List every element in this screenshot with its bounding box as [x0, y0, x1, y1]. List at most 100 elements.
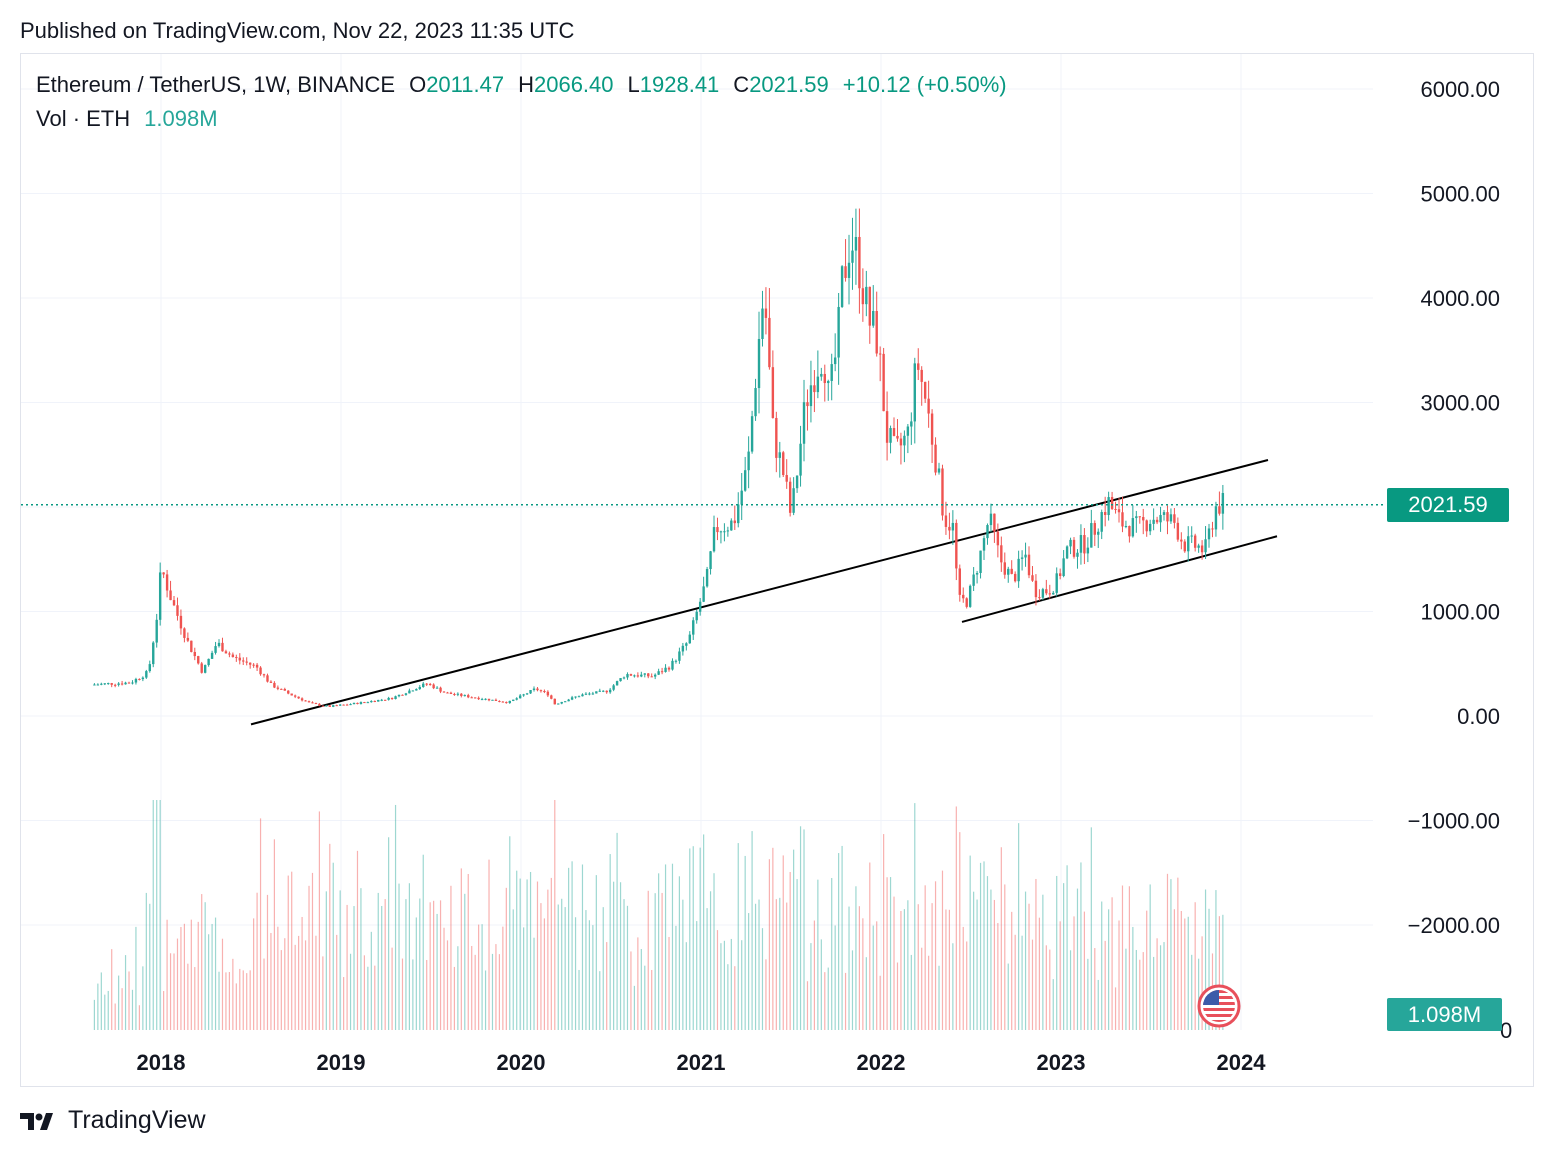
- volume-bar: [668, 936, 670, 1030]
- volume-bar: [647, 890, 649, 1030]
- volume-bar: [301, 916, 303, 1030]
- candle-body: [224, 651, 228, 654]
- candle-body: [290, 693, 293, 696]
- candle-body: [217, 642, 221, 647]
- volume-bar: [360, 888, 362, 1030]
- candle-body: [1173, 514, 1176, 523]
- volume-bar: [239, 968, 241, 1030]
- candle-body: [930, 413, 934, 445]
- candle-body: [591, 693, 595, 695]
- volume-bar: [730, 938, 732, 1030]
- volume-bar: [602, 907, 604, 1030]
- volume-bar: [623, 899, 625, 1030]
- volume-bar: [903, 909, 905, 1030]
- volume-bar: [1063, 883, 1065, 1030]
- candle-body: [501, 701, 505, 703]
- close-value: 2021.59: [749, 72, 829, 97]
- candle-body: [508, 700, 511, 703]
- volume-bar: [941, 870, 944, 1030]
- candle-body: [359, 702, 363, 705]
- candle-body: [439, 687, 442, 692]
- volume-bar: [1059, 921, 1061, 1030]
- volume-bar: [862, 918, 864, 1030]
- x-tick-label: 2024: [1217, 1050, 1267, 1075]
- volume-bar: [727, 964, 729, 1030]
- volume-bar: [208, 934, 210, 1030]
- candle-body: [1187, 536, 1190, 552]
- volume-bar: [512, 909, 514, 1030]
- candle-body: [1090, 523, 1093, 548]
- volume-bar: [671, 863, 674, 1030]
- volume-bar: [145, 892, 147, 1030]
- volume-bar: [1035, 878, 1037, 1030]
- volume-bar: [388, 837, 390, 1030]
- candle-body: [221, 642, 224, 652]
- candle-body: [283, 688, 286, 691]
- volume-bar: [775, 899, 777, 1030]
- candle-body: [1155, 519, 1159, 523]
- candle-body: [1093, 523, 1096, 535]
- candle-body: [588, 693, 591, 695]
- volume-bar: [100, 972, 102, 1030]
- candle-body: [287, 690, 290, 694]
- candle-body: [404, 693, 408, 695]
- candle-body: [383, 699, 387, 701]
- candle-body: [1169, 514, 1173, 522]
- volume-bar: [786, 902, 788, 1030]
- candle-body: [325, 705, 328, 707]
- volume-bar: [384, 899, 386, 1030]
- candle-body: [833, 357, 837, 365]
- volume-bar: [948, 909, 950, 1030]
- volume-bar: [266, 894, 269, 1030]
- volume-bar: [1056, 875, 1058, 1030]
- volume-bar: [720, 943, 722, 1030]
- us-flag-icon[interactable]: [1197, 984, 1241, 1028]
- volume-bar: [678, 876, 680, 1030]
- volume-bar: [304, 940, 307, 1030]
- chart-grid: [21, 54, 1373, 1030]
- candle-body: [595, 691, 598, 694]
- candle-body: [387, 697, 390, 700]
- volume-bar: [107, 990, 109, 1030]
- volume-bar: [979, 862, 982, 1030]
- candle-body: [885, 411, 889, 443]
- volume-bar: [149, 903, 151, 1030]
- candle-body: [806, 402, 809, 407]
- volume-bar: [588, 920, 590, 1030]
- volume-bar: [827, 967, 829, 1030]
- volume-bar: [159, 800, 161, 1030]
- candle-body: [837, 306, 840, 358]
- volume-bar: [543, 918, 545, 1030]
- symbol-label: Ethereum / TetherUS, 1W, BINANCE: [36, 72, 396, 97]
- volume-bar: [394, 804, 397, 1030]
- volume-bar: [467, 874, 469, 1030]
- trendline: [250, 459, 1269, 726]
- candle-body: [854, 236, 858, 251]
- volume-bar: [914, 803, 916, 1030]
- volume-bar: [1045, 945, 1047, 1030]
- volume-bar: [336, 934, 338, 1030]
- candle-body: [539, 690, 543, 692]
- candle-body: [937, 468, 941, 473]
- candle-body: [245, 661, 248, 663]
- candle-body: [996, 531, 1000, 546]
- candle-body: [176, 605, 179, 616]
- candle-body: [612, 685, 615, 690]
- candle-body: [660, 671, 664, 673]
- chart-frame[interactable]: [20, 53, 1534, 1087]
- candle-body: [955, 522, 958, 569]
- volume-bar: [509, 836, 511, 1030]
- volume-bar: [218, 971, 220, 1030]
- candle-body: [546, 691, 550, 696]
- high-value: 2066.40: [533, 72, 614, 97]
- candle-body: [1124, 526, 1128, 528]
- candle-body: [1079, 535, 1083, 553]
- volume-bar: [966, 941, 968, 1030]
- volume-bar: [938, 965, 940, 1030]
- volume-bar: [806, 981, 809, 1030]
- candle-body: [505, 702, 508, 704]
- candle-body: [307, 701, 311, 703]
- volume-bar: [789, 871, 791, 1030]
- y-tick-label: 6000.00: [1420, 77, 1500, 102]
